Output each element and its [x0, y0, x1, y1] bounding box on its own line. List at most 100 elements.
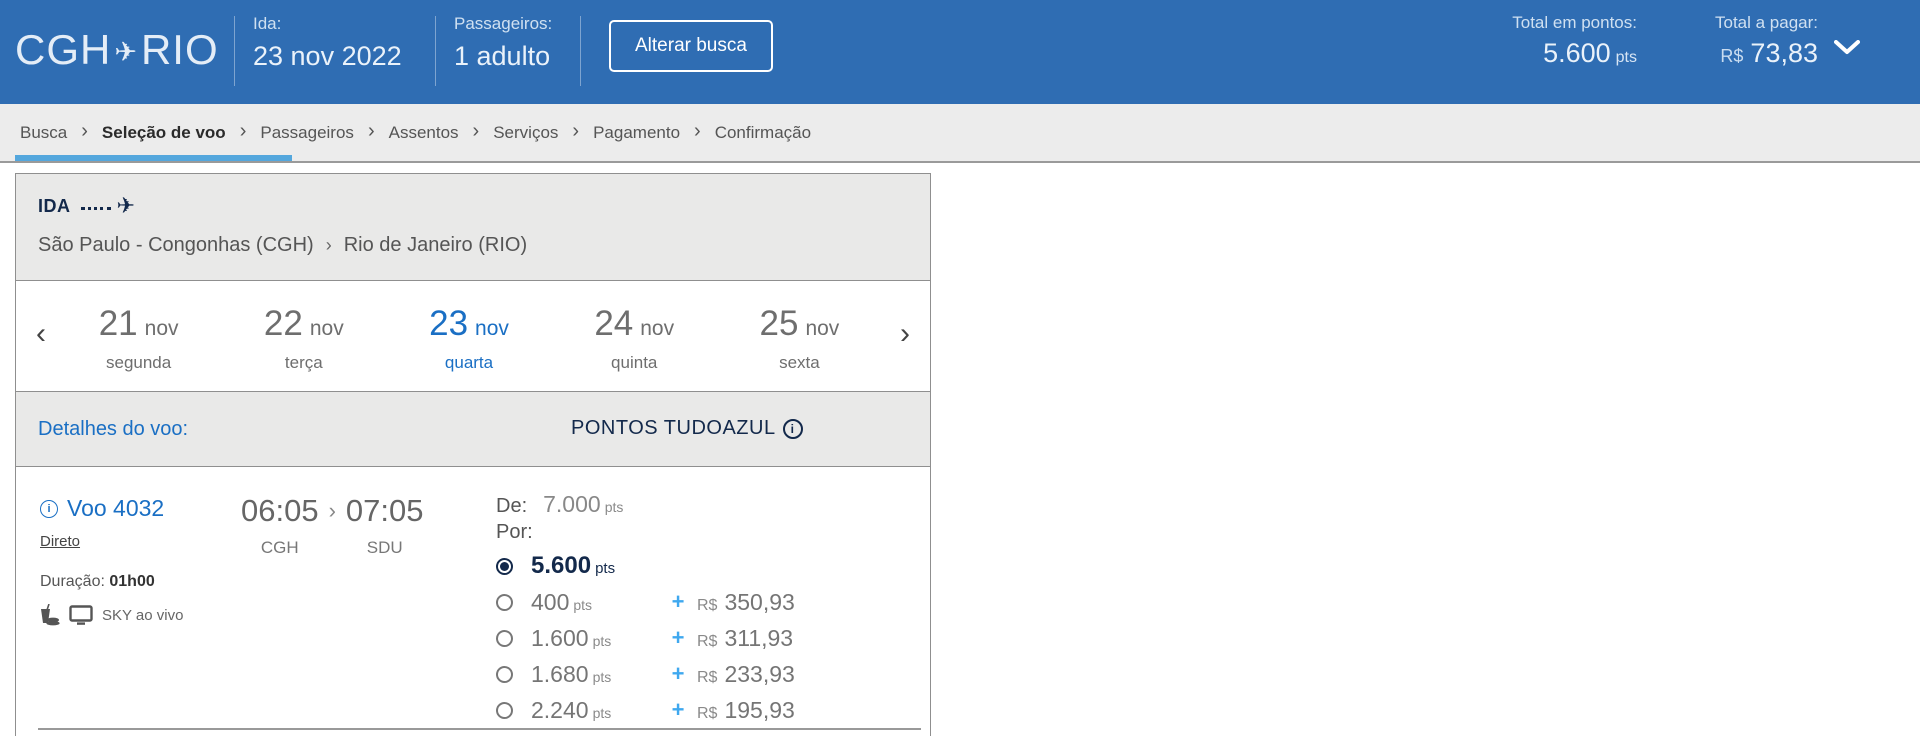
breadcrumb-step-confirmacao[interactable]: Confirmação: [714, 122, 812, 142]
option-points: 2.240: [531, 696, 589, 723]
date-weekday: quinta: [611, 352, 658, 372]
fare-option-1600-pts[interactable]: 1.600 pts + R$ 311,93: [496, 625, 795, 651]
header-divider: [580, 16, 581, 86]
info-icon[interactable]: i: [782, 418, 803, 439]
chevron-right-icon: ›: [239, 120, 247, 142]
chevron-right-icon: ›: [572, 120, 580, 142]
price-from-value: 7.000: [543, 491, 601, 517]
arrival-block: 07:05 SDU: [346, 493, 424, 558]
departure-date-value: 23 nov 2022: [253, 41, 402, 71]
chevron-right-icon: ›: [472, 120, 480, 142]
change-search-button[interactable]: Alterar busca: [609, 20, 773, 72]
row-separator: [38, 728, 921, 730]
chevron-right-icon: ›: [367, 120, 375, 142]
info-icon: i: [40, 499, 58, 518]
option-currency: R$: [697, 596, 718, 614]
header-divider: [435, 16, 436, 86]
option-unit: pts: [592, 632, 612, 649]
radio-unselected[interactable]: [496, 665, 513, 683]
header-divider: [234, 16, 235, 86]
date-weekday: sexta: [779, 352, 820, 372]
journey-header: IDA ✈ São Paulo - Congonhas (CGH) › Rio …: [16, 174, 930, 281]
date-option-25-nov[interactable]: 25 nov sexta: [717, 300, 882, 373]
departure-time: 06:05: [241, 493, 319, 528]
route-logo-destination: RIO: [140, 26, 219, 73]
duration-value: 01h00: [109, 573, 155, 590]
active-step-underline: [15, 155, 292, 161]
passengers-summary: Passageiros: 1 adulto: [436, 0, 580, 72]
date-carousel: ‹ 21 nov segunda 22 nov terça 23 nov quarta…: [16, 281, 930, 392]
journey-destination: Rio de Janeiro (RIO): [343, 234, 528, 256]
header: CGH ✈ RIO Ida: 23 nov 2022 Passageiros: …: [0, 0, 1920, 104]
fare-option-5600-pts[interactable]: 5.600 pts: [496, 552, 795, 579]
total-pay-currency: R$: [1720, 46, 1744, 66]
radio-selected[interactable]: [496, 557, 513, 575]
total-pay-number: 73,83: [1750, 38, 1818, 68]
fare-options-list: 5.600 pts 400 pts + R$ 350,93 1.600 pts + R$…: [496, 552, 795, 723]
date-option-21-nov[interactable]: 21 nov segunda: [56, 300, 221, 373]
flight-selection-panel: IDA ✈ São Paulo - Congonhas (CGH) › Rio …: [15, 173, 931, 736]
journey-origin: São Paulo - Congonhas (CGH): [38, 234, 314, 256]
snack-icon: [41, 604, 60, 626]
fare-option-400-pts[interactable]: 400 pts + R$ 350,93: [496, 588, 795, 615]
date-month: nov: [805, 316, 840, 340]
plus-icon: +: [671, 625, 685, 650]
points-column-header-label: PONTOS TUDOAZUL: [571, 417, 776, 439]
radio-unselected[interactable]: [496, 629, 513, 647]
flight-result-row: i Voo 4032 Direto Duração: 01h00: [16, 467, 930, 736]
dotted-line: [80, 206, 111, 210]
price-from-line: De: 7.000 pts: [496, 491, 795, 518]
breadcrumb-step-pagamento[interactable]: Pagamento: [593, 122, 681, 142]
passengers-value: 1 adulto: [454, 41, 551, 71]
date-option-24-nov[interactable]: 24 nov quinta: [552, 300, 717, 373]
date-weekday: segunda: [105, 352, 172, 372]
date-day: 23: [429, 303, 469, 343]
date-month: nov: [475, 316, 509, 340]
option-points: 400: [531, 588, 570, 615]
breadcrumb-step-servicos[interactable]: Serviços: [493, 122, 559, 142]
breadcrumb-step-assentos[interactable]: Assentos: [388, 122, 459, 142]
date-month: nov: [640, 316, 675, 340]
chevron-right-icon: ›: [81, 120, 88, 142]
journey-direction-label: IDA: [38, 195, 71, 216]
next-dates-arrow[interactable]: ›: [900, 317, 910, 350]
duration-label: Duração:: [40, 573, 105, 590]
option-cash: 350,93: [724, 588, 795, 615]
date-day: 25: [759, 303, 799, 343]
flight-times-column: 06:05 CGH › 07:05 SDU: [241, 493, 423, 558]
points-column-header: PONTOS TUDOAZUL i: [571, 417, 803, 440]
option-points: 1.680: [531, 660, 589, 687]
plus-icon: +: [671, 697, 685, 722]
departure-date-summary: Ida: 23 nov 2022: [235, 0, 435, 72]
departure-airport: CGH: [260, 538, 299, 557]
flight-number-link[interactable]: i Voo 4032: [40, 495, 183, 522]
totals-summary: Total em pontos: 5.600 pts Total a pagar:…: [1512, 0, 1896, 69]
amenities: SKY ao vivo: [40, 604, 183, 626]
option-currency: R$: [697, 632, 718, 650]
chevron-down-icon[interactable]: [1834, 40, 1860, 60]
total-points-unit: pts: [1615, 49, 1637, 66]
option-unit: pts: [595, 560, 616, 577]
date-month: nov: [144, 316, 179, 340]
total-points-number: 5.600: [1543, 38, 1611, 68]
amenity-label: SKY ao vivo: [102, 606, 184, 624]
radio-unselected[interactable]: [496, 593, 513, 611]
breadcrumb-step-selecao-de-voo[interactable]: Seleção de voo: [101, 122, 226, 142]
plane-icon: ✈: [114, 36, 138, 67]
total-pay-label: Total a pagar:: [1714, 13, 1818, 32]
radio-unselected[interactable]: [496, 701, 513, 719]
date-weekday: quarta: [444, 352, 494, 372]
flight-stops-link[interactable]: Direto: [40, 533, 81, 550]
passengers-label: Passageiros:: [454, 14, 553, 33]
fare-option-1680-pts[interactable]: 1.680 pts + R$ 233,93: [496, 660, 795, 687]
breadcrumb-step-passageiros[interactable]: Passageiros: [260, 122, 354, 142]
breadcrumb-step-busca[interactable]: Busca: [20, 122, 68, 142]
option-currency: R$: [697, 704, 718, 722]
chevron-right-icon: ›: [325, 235, 332, 255]
fare-option-2240-pts[interactable]: 2.240 pts + R$ 195,93: [496, 696, 795, 723]
date-option-23-nov-selected[interactable]: 23 nov quarta: [386, 300, 551, 373]
date-option-22-nov[interactable]: 22 nov terça: [221, 300, 386, 373]
previous-dates-arrow[interactable]: ‹: [36, 317, 46, 350]
option-unit: pts: [592, 668, 612, 685]
breadcrumb: Busca › Seleção de voo › Passageiros › A…: [0, 104, 1920, 163]
